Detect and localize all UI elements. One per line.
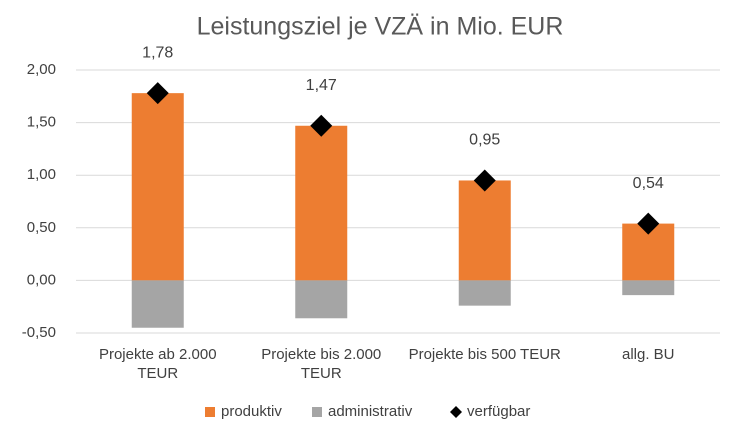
bar bbox=[131, 280, 184, 328]
data-label: 1,47 bbox=[306, 77, 337, 94]
data-label: 0,95 bbox=[469, 132, 500, 149]
legend-label: produktiv bbox=[221, 403, 282, 420]
y-tick-label: 0,00 bbox=[27, 271, 56, 288]
y-tick-label: -0,50 bbox=[22, 324, 56, 341]
x-tick-label: Projekte bis 2.000 TEUR bbox=[261, 346, 382, 382]
marker bbox=[146, 82, 169, 105]
y-tick-label: 1,00 bbox=[27, 166, 56, 183]
y-tick-label: 0,50 bbox=[27, 219, 56, 236]
bar bbox=[295, 280, 348, 319]
x-tick-label: allg. BU bbox=[621, 346, 675, 363]
legend-marker bbox=[450, 406, 462, 418]
bar bbox=[458, 180, 511, 281]
y-tick-label: 2,00 bbox=[27, 61, 56, 78]
data-label: 1,78 bbox=[142, 44, 173, 61]
bar bbox=[458, 280, 511, 306]
bar bbox=[622, 280, 675, 296]
legend-label: administrativ bbox=[328, 403, 413, 420]
marker bbox=[310, 114, 333, 137]
legend-swatch bbox=[205, 407, 215, 417]
legend-swatch bbox=[312, 407, 322, 417]
x-tick-label: Projekte bis 500 TEUR bbox=[408, 346, 561, 363]
legend-label: verfügbar bbox=[467, 403, 530, 420]
marker bbox=[473, 169, 496, 192]
bar bbox=[295, 125, 348, 281]
marker bbox=[637, 212, 660, 235]
data-label: 0,54 bbox=[633, 175, 664, 192]
chart-title: Leistungsziel je VZÄ in Mio. EUR bbox=[197, 13, 564, 41]
bar bbox=[131, 93, 184, 281]
x-tick-label: Projekte ab 2.000 TEUR bbox=[98, 346, 217, 382]
y-tick-label: 1,50 bbox=[27, 114, 56, 131]
